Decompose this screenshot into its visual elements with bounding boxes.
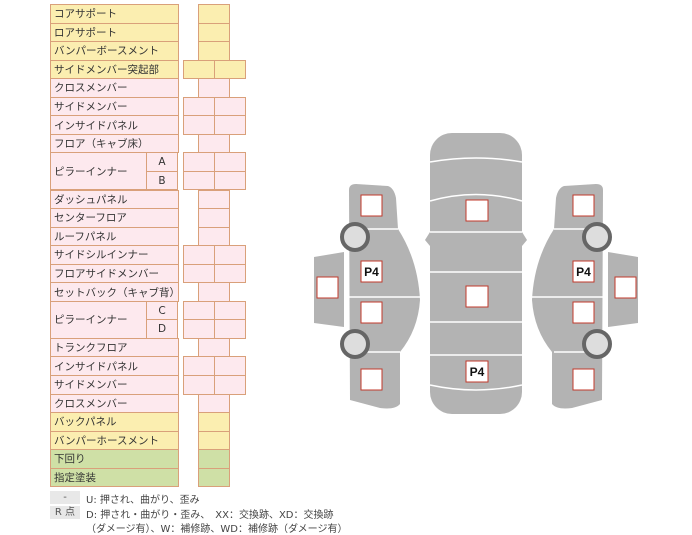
row-sub-label: C [146, 300, 178, 321]
input-cell-right[interactable] [214, 115, 246, 135]
input-cell-right[interactable] [214, 319, 246, 339]
row-label: センターフロア [50, 208, 179, 228]
mark-label: P4 [364, 265, 379, 279]
legend-text-d: D: 押され・曲がり・歪み、 XX：交換跡、XD：交換跡 [86, 510, 334, 521]
row-label: フロア（キャブ床） [50, 133, 179, 154]
legend-key-dash: - [50, 491, 80, 504]
row-label: バンパーホースメント [50, 430, 179, 451]
input-cell[interactable] [198, 467, 230, 488]
row-label: バックパネル [50, 412, 179, 432]
row-label: ピラーインナー [50, 152, 147, 191]
row-label: 指定塗装 [50, 467, 179, 488]
row-label: フロアサイドメンバー [50, 263, 179, 284]
legend-text-d-cont: （ダメージ有）、W：補修跡、WD：補修跡（ダメージ有） [86, 524, 348, 535]
row-sub-label: A [146, 152, 178, 172]
row-label: クロスメンバー [50, 78, 179, 98]
row-label: サイドメンバー突起部 [50, 59, 179, 80]
row-label: インサイドパネル [50, 115, 179, 135]
input-cell-right[interactable] [214, 59, 246, 80]
row-label: ピラーインナー [50, 300, 147, 339]
mark-label: P4 [576, 265, 591, 279]
row-label: クロスメンバー [50, 393, 179, 414]
input-cell-right[interactable] [214, 375, 246, 395]
input-cell-right[interactable] [214, 263, 246, 284]
mark-label: P4 [470, 365, 485, 379]
row-label: サイドシルインナー [50, 245, 179, 265]
inspection-boxes [316, 194, 637, 391]
row-label: バンパーボースメント [50, 41, 179, 61]
legend-text-u: U: 押され、曲がり、歪み [86, 495, 200, 506]
input-cell-right[interactable] [214, 170, 246, 191]
row-label: サイドメンバー [50, 96, 179, 117]
wheels [340, 222, 612, 359]
panel-lines [348, 157, 604, 391]
legend-key-r: R 点 [50, 506, 80, 519]
